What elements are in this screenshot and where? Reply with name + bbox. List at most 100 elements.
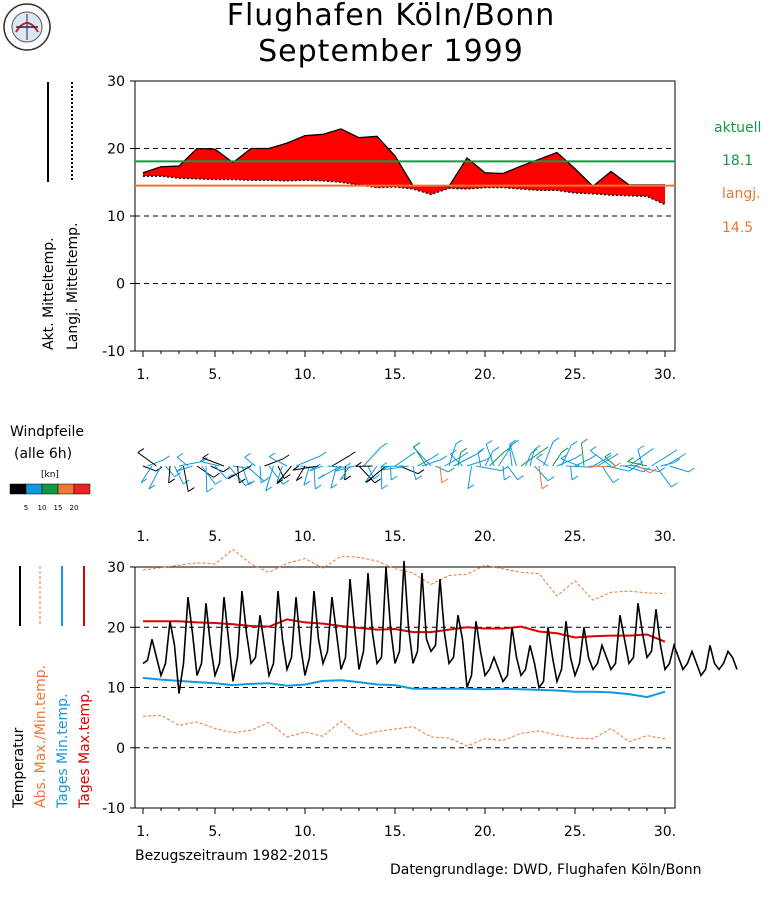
wind-barb-feather [380, 442, 388, 448]
wind-barb-feather [344, 475, 351, 481]
wind-barb-feather [334, 466, 342, 472]
wind-barb [335, 465, 355, 472]
wind-barb-feather [415, 475, 423, 481]
wind-barb-feather [547, 476, 555, 482]
wind-barb [232, 465, 247, 469]
wind-barb-feather [440, 455, 448, 461]
meantemp-xtick-label: 25. [564, 367, 586, 383]
wind-barb-feather [643, 467, 650, 473]
wind-barb-feather [206, 487, 214, 493]
wind-barb-feather [561, 447, 569, 453]
wind-barb-feather [408, 452, 416, 457]
wind-barb-feather [222, 467, 230, 473]
wind-barb-feather [202, 453, 209, 459]
meantemp-xtick-label: 15. [384, 367, 406, 383]
wind-barb-feather [330, 483, 338, 489]
wind-barb-feather [282, 454, 290, 460]
wind-barb-feather [168, 478, 175, 484]
wind-barb [199, 460, 220, 467]
wind-barb-feather [244, 452, 251, 458]
wind-barb-feather [589, 446, 597, 451]
wind-barb [444, 455, 463, 467]
wind-barb [509, 443, 517, 467]
wind-barb-feather [447, 467, 455, 473]
wind-barb-feather [541, 446, 549, 452]
langj-value: 14.5 [722, 220, 754, 236]
ylabel-abs-maxmin: Abs. Max./Min.temp. [33, 665, 49, 808]
meantemp-ytick-label: 30 [107, 74, 125, 90]
wind-barb [477, 452, 481, 467]
wind-barb [536, 457, 549, 467]
meantemp-ytick-label: -10 [102, 344, 125, 360]
wind-barb [412, 465, 417, 480]
wind-barb-feather [552, 437, 560, 443]
wind-barb [147, 459, 164, 467]
wind-legend-title-1: Windpfeile [10, 424, 85, 440]
wind-barb [178, 461, 202, 467]
meantemp-ytick-label: 10 [107, 209, 125, 225]
wind-barb [475, 465, 502, 472]
wind-barb [382, 465, 409, 471]
wind-barb-feather [314, 484, 322, 490]
dailytemp-xtick-label: 25. [564, 824, 586, 840]
wind-barb [241, 465, 250, 485]
wind-barb [669, 465, 689, 473]
meantemp-xtick-label: 1. [136, 367, 149, 383]
wind-barb-feather [647, 448, 654, 453]
wind-barb-feather [688, 467, 695, 473]
wind-xtick-label: 20. [474, 529, 496, 545]
wind-barb [580, 443, 585, 467]
dailytemp-xtick-label: 1. [136, 824, 149, 840]
temperature-line [142, 560, 738, 694]
wind-barb-feather [226, 474, 233, 479]
wind-barb [484, 450, 494, 467]
longterm-mean-line [143, 175, 666, 206]
wind-barb [309, 465, 324, 472]
dailytemp-xtick-label: 10. [294, 824, 316, 840]
wind-barb-feather [296, 476, 303, 482]
meantemp-xtick-label: 30. [654, 367, 676, 383]
wind-barb-feather [355, 461, 362, 467]
wind-barb [259, 465, 262, 483]
dailytemp-ytick-label: 0 [116, 741, 125, 757]
wind-barb [556, 457, 576, 467]
wind-xtick-label: 25. [564, 529, 586, 545]
wind-barb [606, 465, 630, 472]
dailytemp-xtick-label: 20. [474, 824, 496, 840]
wind-barb-feather [319, 451, 327, 457]
wind-barb-feather [213, 472, 220, 478]
wind-barb-feather [627, 457, 634, 463]
wind-barb [142, 465, 157, 472]
wind-barb-feather [283, 474, 291, 479]
wind-barb [363, 446, 382, 467]
wind-barb [168, 465, 171, 483]
wind-barb [498, 443, 514, 467]
wind-barb-feather [441, 478, 449, 484]
wind-barb-feather [276, 479, 284, 485]
wind-barb-feather [282, 479, 290, 485]
wind-barb-feather [201, 457, 208, 463]
wind-barb [525, 452, 532, 467]
wind-legend-swatch [9, 483, 27, 495]
wind-barb-feather [649, 468, 657, 474]
wind-barb-feather [365, 478, 373, 483]
wind-barb [664, 457, 680, 467]
wind-barb [390, 465, 392, 481]
wind-barb-feather [140, 478, 148, 484]
wind-barb-feather [176, 452, 184, 458]
wind-barb-feather [381, 484, 388, 490]
wind-barb-feather [611, 453, 619, 459]
wind-barb [485, 444, 495, 467]
wind-legend-swatch [41, 483, 59, 495]
wind-barb [601, 465, 614, 483]
wind-barb [637, 465, 651, 474]
wind-barb-feather [604, 452, 612, 458]
wind-barb [651, 453, 672, 467]
wind-legend-tick: 15 [54, 504, 63, 512]
meantemp-ytick-label: 20 [107, 142, 125, 158]
wind-barb-feather [509, 439, 516, 445]
wind-legend-unit: [kn] [41, 470, 59, 480]
wind-barb [552, 451, 563, 467]
wind-barb-feather [176, 467, 183, 472]
wind-legend-swatch [57, 483, 75, 495]
